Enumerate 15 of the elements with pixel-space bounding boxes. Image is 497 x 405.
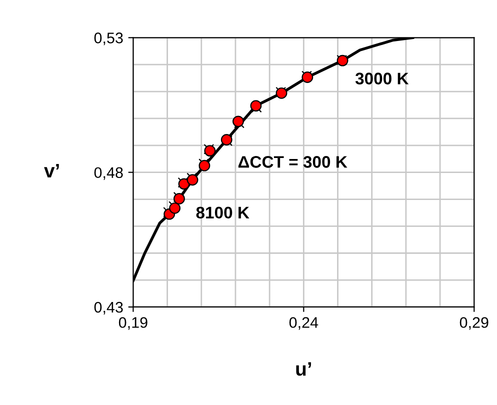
- y-axis-title: v’: [44, 164, 59, 178]
- x-axis-title: u’: [296, 362, 311, 376]
- annotation: ΔCCT = 300 K: [238, 156, 348, 168]
- y-tick-label: 0,48: [94, 167, 123, 180]
- point: [169, 202, 180, 214]
- annotation: 3000 K: [355, 72, 409, 84]
- y-tick-label: 0,43: [94, 302, 123, 314]
- y-tick-label: 0,53: [94, 32, 123, 46]
- point: [198, 160, 210, 172]
- annotation: 8100 K: [196, 206, 250, 219]
- x-tick-label: 0,19: [118, 317, 148, 330]
- x-tick-label: 0,29: [460, 317, 488, 330]
- point: [198, 158, 209, 169]
- x-tick-label: 0,24: [289, 317, 318, 330]
- point: [186, 174, 198, 186]
